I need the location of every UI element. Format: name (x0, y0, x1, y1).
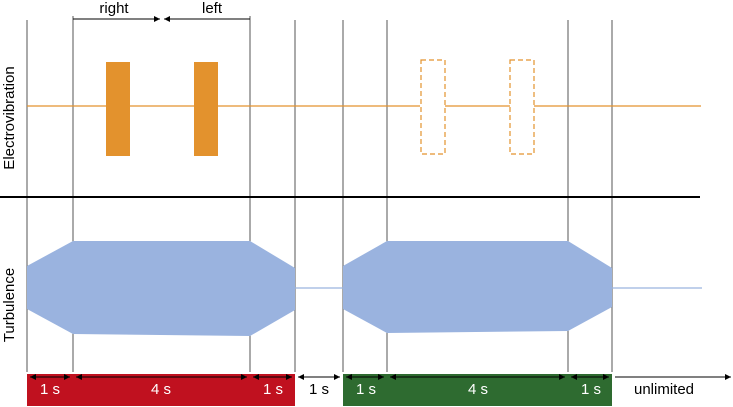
timeline-label: 1 s (356, 381, 376, 398)
electro-pulse-left (194, 62, 218, 156)
timeline-label: 4 s (151, 381, 171, 398)
electrovibration-signal (27, 59, 701, 156)
timeline-label: 4 s (468, 381, 488, 398)
timeline-label: 1 s (263, 381, 283, 398)
timeline-label: 1 s (581, 381, 601, 398)
label-left: left (202, 0, 223, 17)
timeline-label: 1 s (309, 381, 329, 398)
electro-pulse-dashed (509, 59, 535, 155)
row-label-electrovibration: Electrovibration (1, 66, 18, 169)
turbulence-signal (27, 241, 702, 336)
timeline-label: 1 s (40, 381, 60, 398)
label-right: right (99, 0, 129, 17)
timeline-label: unlimited (634, 381, 694, 398)
electro-pulse-dashed (420, 59, 446, 155)
turbulence-envelope (343, 241, 612, 333)
electro-pulse-right (106, 62, 130, 156)
turbulence-envelope (27, 241, 295, 336)
row-label-turbulence: Turbulence (1, 268, 18, 343)
